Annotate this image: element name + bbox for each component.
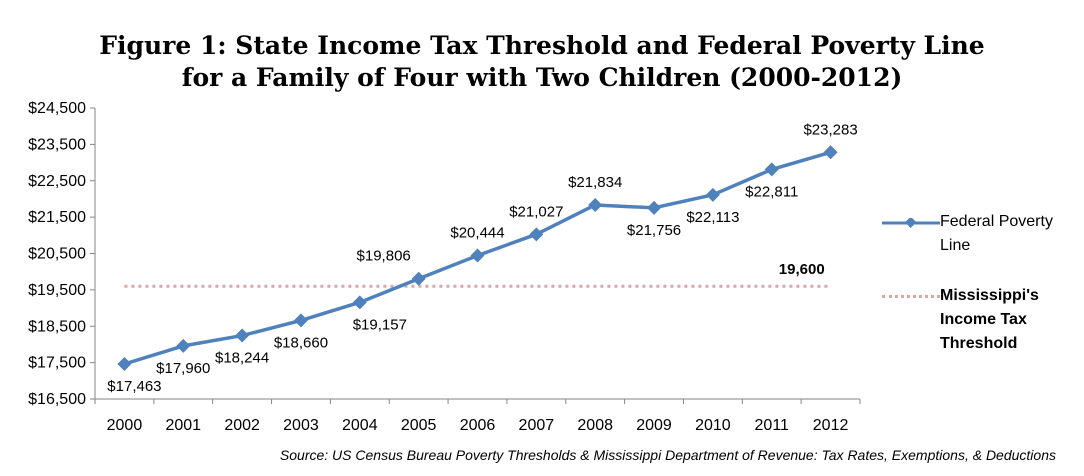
legend-swatch-poverty-line <box>882 218 940 228</box>
y-tick-label: $16,500 <box>28 391 86 408</box>
y-tick-label: $17,500 <box>28 355 86 372</box>
poverty-point-marker <box>470 248 485 263</box>
poverty-data-label: $20,444 <box>450 225 504 242</box>
legend: Federal Poverty Line Mississippi's Incom… <box>882 210 1082 352</box>
legend-label-threshold: Mississippi's Income Tax Threshold <box>940 287 1039 352</box>
poverty-data-label: $19,157 <box>353 316 407 333</box>
poverty-point-marker <box>529 227 544 242</box>
poverty-point-marker <box>588 197 603 212</box>
data-labels: $17,463$17,960 $18,244 $18,660 $19,157 $19,8… <box>107 121 857 395</box>
x-tick-label: 2005 <box>401 417 437 434</box>
poverty-data-label: $21,756 <box>627 222 681 239</box>
poverty-data-label: $17,960 <box>156 360 210 377</box>
x-tick-label: 2012 <box>813 417 849 434</box>
threshold-series: 19,600 <box>124 261 831 288</box>
poverty-point-marker <box>823 145 838 160</box>
y-tick-label: $20,500 <box>28 246 86 263</box>
source-note: Source: US Census Bureau Poverty Thresho… <box>279 447 1056 463</box>
y-tick-label: $24,500 <box>28 100 86 117</box>
y-tick-label: $21,500 <box>28 209 86 226</box>
poverty-data-label: $19,806 <box>357 248 411 265</box>
poverty-data-label: $22,113 <box>686 209 739 226</box>
x-tick-label: 2002 <box>224 417 260 434</box>
chart-title-line-2: for a Family of Four with Two Children (… <box>181 63 903 92</box>
poverty-data-label: $21,834 <box>568 174 622 191</box>
y-tick-label: $18,500 <box>28 318 86 335</box>
x-tick-label: 2007 <box>519 417 555 434</box>
poverty-point-marker <box>705 187 720 202</box>
chart-title: Figure 1: State Income Tax Threshold and… <box>0 30 1084 94</box>
poverty-point-marker <box>117 356 132 371</box>
poverty-data-label: $18,244 <box>215 350 269 367</box>
poverty-point-marker <box>176 338 191 353</box>
x-tick-label: 2009 <box>636 417 672 434</box>
threshold-data-label: 19,600 <box>779 261 825 278</box>
y-tick-label: $22,500 <box>28 173 86 190</box>
y-axis-ticks: $16,500 $17,500 $18,500 $19,500 $20,500 $21,5… <box>28 100 95 408</box>
legend-item-poverty-line: Federal Poverty Line <box>882 210 1082 260</box>
poverty-point-marker <box>293 313 308 328</box>
x-tick-label: 2003 <box>283 417 319 434</box>
poverty-data-label: $18,660 <box>274 334 328 351</box>
x-tick-label: 2011 <box>755 417 790 434</box>
x-tick-label: 2000 <box>107 417 143 434</box>
poverty-data-label: $17,463 <box>107 378 161 395</box>
legend-swatch-threshold <box>882 295 940 298</box>
poverty-point-marker <box>352 295 367 310</box>
poverty-data-label: $22,811 <box>745 183 798 200</box>
y-tick-label: $19,500 <box>28 282 86 299</box>
poverty-data-label: $23,283 <box>803 121 857 138</box>
x-tick-label: 2001 <box>165 417 201 434</box>
legend-label-poverty-line: Federal Poverty Line <box>940 213 1053 254</box>
x-tick-label: 2006 <box>460 417 496 434</box>
y-tick-label: $23,500 <box>28 136 86 153</box>
chart-title-line-1: Figure 1: State Income Tax Threshold and… <box>99 31 985 60</box>
poverty-point-marker <box>411 271 426 286</box>
x-axis-ticks: 2000 2001 2002 2003 2004 2005 2006 2007 2008 2009… <box>94 399 861 434</box>
x-tick-label: 2004 <box>342 417 378 434</box>
poverty-point-marker <box>235 328 250 343</box>
poverty-point-marker <box>764 162 779 177</box>
x-tick-label: 2008 <box>577 417 613 434</box>
x-tick-label: 2010 <box>695 417 731 434</box>
legend-item-threshold: Mississippi's Income Tax Threshold <box>882 284 1082 359</box>
poverty-data-label: $21,027 <box>509 203 563 220</box>
poverty-series <box>117 145 838 371</box>
poverty-point-marker <box>647 200 662 215</box>
